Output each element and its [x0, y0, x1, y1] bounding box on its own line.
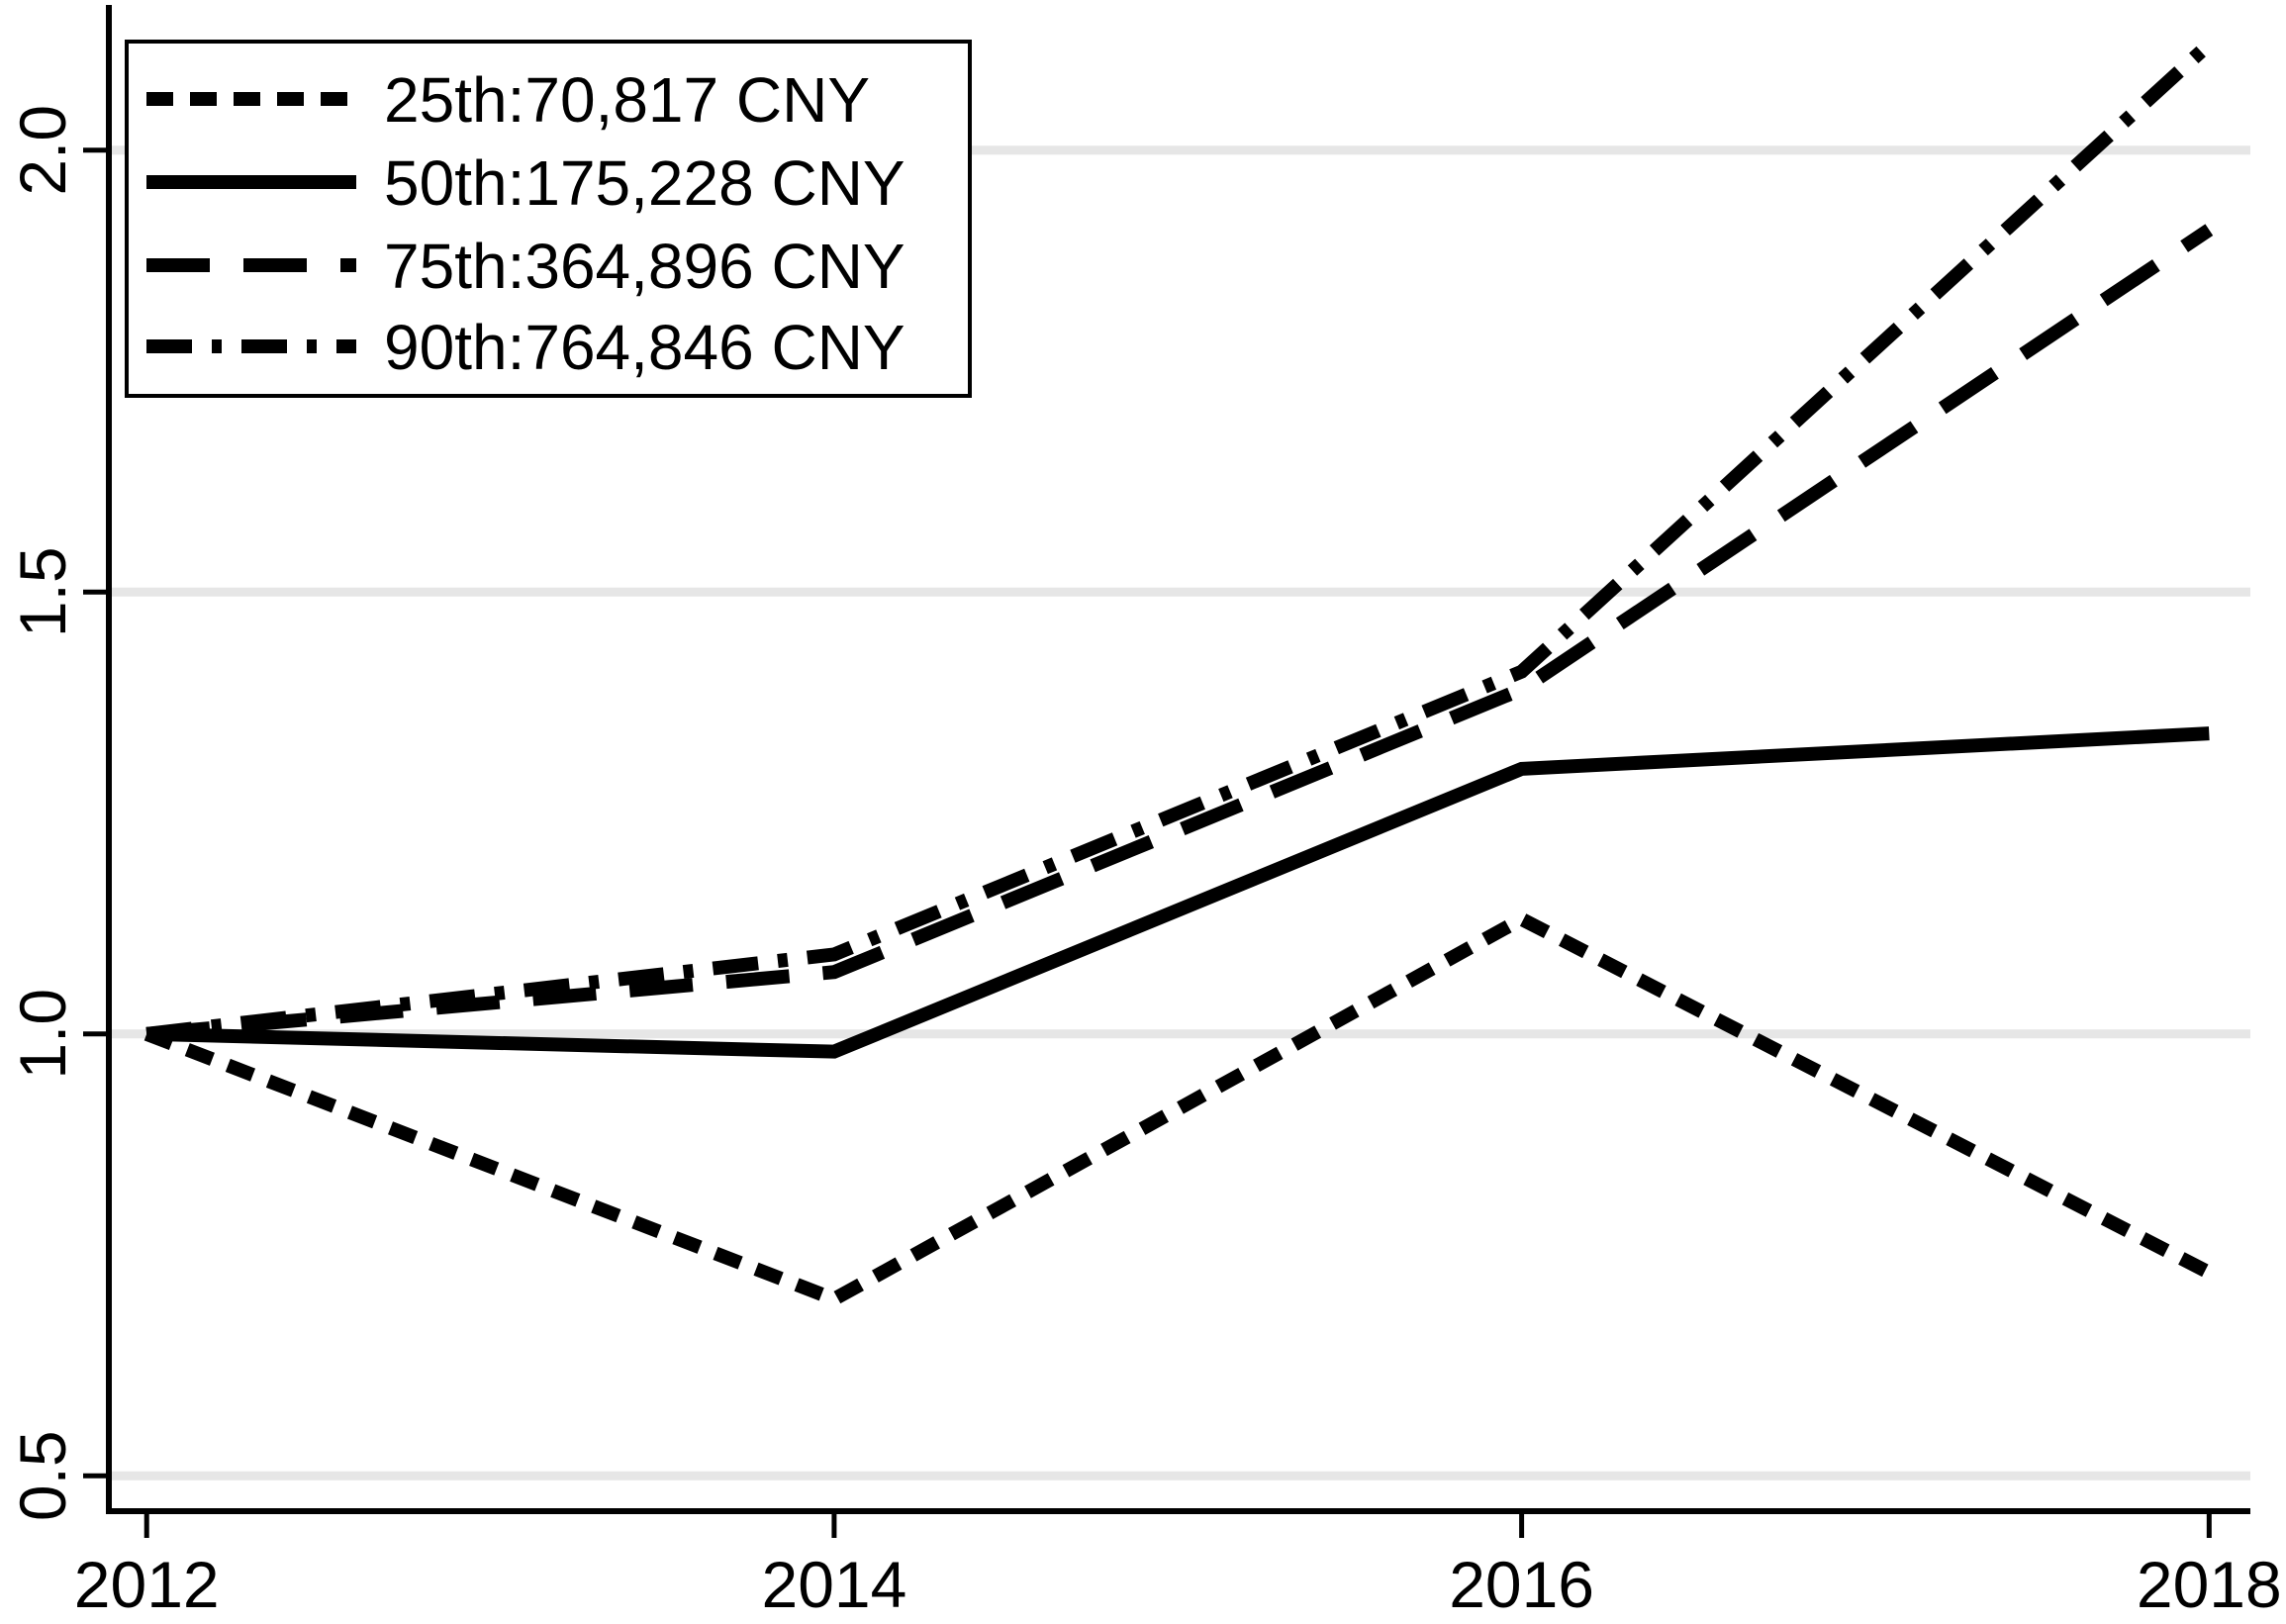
series-line-25th [143, 910, 2213, 1307]
legend-label: 90th:764,846 CNY [384, 312, 905, 383]
x-tick-label: 2018 [2137, 1548, 2282, 1621]
y-tick-label: 0.5 [6, 1430, 79, 1521]
y-tick-label: 2.0 [6, 105, 79, 196]
y-tick-label: 1.5 [6, 546, 79, 637]
legend-label: 50th:175,228 CNY [384, 147, 905, 219]
legend-entry: 75th:364,896 CNY [146, 231, 905, 302]
legend-label: 75th:364,896 CNY [384, 231, 905, 302]
y-tick-label: 1.0 [6, 989, 79, 1080]
legend-entry: 25th:70,817 CNY [146, 64, 870, 136]
legend: 25th:70,817 CNY 50th:175,228 CNY 75th:364,… [125, 40, 972, 398]
x-tick-label: 2014 [761, 1548, 906, 1621]
legend-entry: 50th:175,228 CNY [146, 147, 905, 219]
series-line-50th [146, 726, 2210, 1059]
x-tick-label: 2012 [74, 1548, 220, 1621]
legend-entry: 90th:764,846 CNY [146, 312, 905, 383]
series-line-75th [145, 224, 2214, 1041]
x-tick-label: 2016 [1449, 1548, 1594, 1621]
series-line-90th [145, 39, 2215, 1041]
axes: 0.5 1.0 1.5 2.0 2012 2014 2016 2018 [6, 5, 2282, 1621]
data-series [143, 39, 2215, 1307]
legend-label: 25th:70,817 CNY [384, 64, 870, 136]
legend-box [125, 40, 972, 398]
